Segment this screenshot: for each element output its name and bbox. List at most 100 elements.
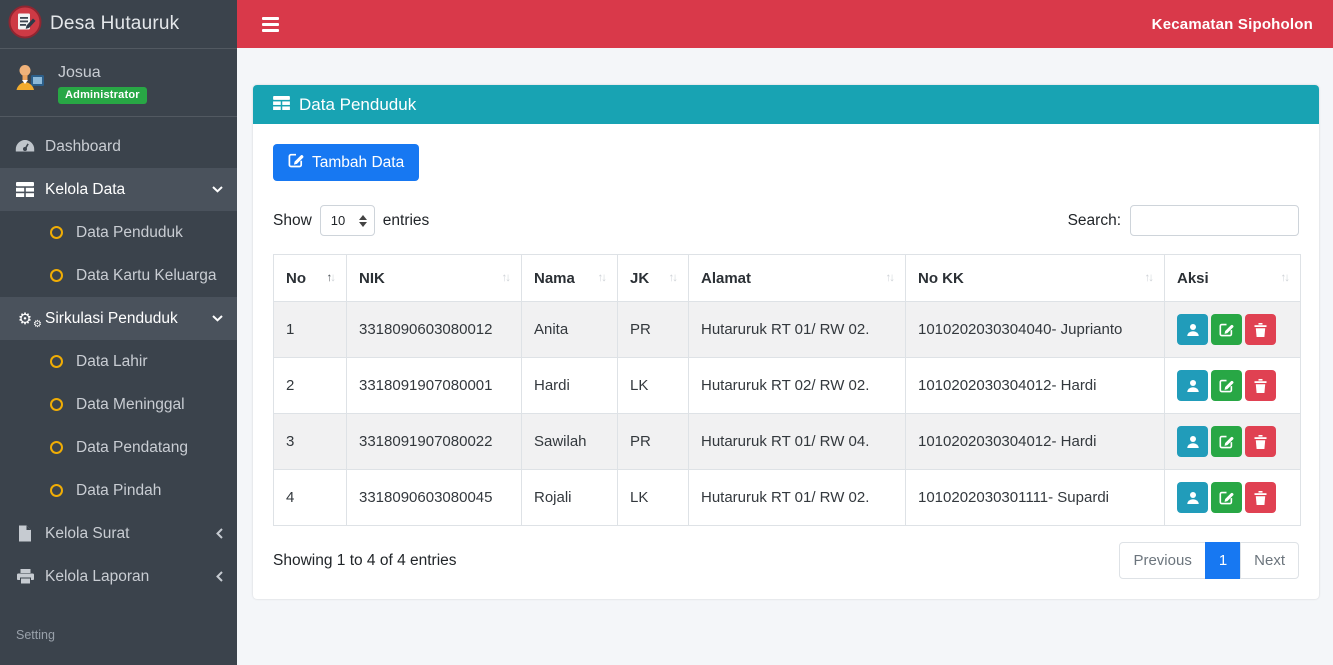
sort-icon: ↑↓	[501, 272, 511, 284]
page-length-select[interactable]: 10	[319, 205, 375, 236]
trash-icon	[1254, 378, 1267, 393]
sidebar-item-label: Sirkulasi Penduduk	[45, 309, 178, 327]
circle-icon	[45, 398, 67, 411]
select-stepper-icon	[358, 214, 367, 227]
circle-icon	[45, 441, 67, 454]
edit-button[interactable]	[1211, 425, 1242, 457]
column-header-alamat[interactable]: Alamat ↑↓	[688, 254, 906, 302]
cell-nama: Sawilah	[521, 413, 618, 470]
cell-jk: PR	[617, 301, 689, 358]
cell-nama: Hardi	[521, 357, 618, 414]
cell-nama: Anita	[521, 301, 618, 358]
cell-no: 1	[273, 301, 347, 358]
card-title: Data Penduduk	[299, 94, 417, 114]
edit-button[interactable]	[1211, 313, 1242, 345]
edit-button[interactable]	[1211, 481, 1242, 513]
sidebar-section-setting: Setting	[16, 628, 55, 642]
column-header-aksi[interactable]: Aksi ↑↓	[1164, 254, 1301, 302]
top-navbar: Kecamatan Sipoholon	[237, 0, 1333, 48]
add-data-button-label: Tambah Data	[312, 153, 405, 171]
pagination-next[interactable]: Next	[1240, 542, 1299, 579]
pagination-page-1[interactable]: 1	[1204, 542, 1242, 579]
pencil-square-icon	[1219, 435, 1234, 449]
sort-icon: ↑↓	[1280, 272, 1290, 284]
edit-button[interactable]	[1211, 369, 1242, 401]
sidebar-item-data-penduduk[interactable]: Data Penduduk	[0, 211, 237, 254]
cell-nama: Rojali	[521, 469, 618, 526]
cell-no_kk: 1010202030304040- Juprianto	[905, 301, 1165, 358]
search-input[interactable]	[1130, 205, 1299, 236]
view-detail-button[interactable]	[1177, 426, 1208, 458]
chevron-down-icon	[212, 315, 223, 322]
sidebar-item-data-pindah[interactable]: Data Pindah	[0, 469, 237, 512]
brand[interactable]: Desa Hutauruk	[0, 0, 237, 49]
sidebar-item-data-lahir[interactable]: Data Lahir	[0, 340, 237, 383]
sidebar-item-kelola-laporan[interactable]: Kelola Laporan	[0, 555, 237, 598]
brand-title: Desa Hutauruk	[50, 13, 180, 34]
cell-no: 4	[273, 469, 347, 526]
cell-nik: 3318091907080001	[346, 357, 522, 414]
cell-alamat: Hutaruruk RT 02/ RW 02.	[688, 357, 906, 414]
table-icon	[14, 182, 36, 197]
column-header-nama[interactable]: Nama ↑↓	[521, 254, 618, 302]
pagination-previous[interactable]: Previous	[1119, 542, 1206, 579]
penduduk-table: No ↑↓ NIK ↑↓ Nama ↑↓ JK ↑↓ Alamat ↑↓ No KK ↑↓ …	[273, 254, 1301, 526]
column-header-jk[interactable]: JK ↑↓	[617, 254, 689, 302]
sidebar-item-sirkulasi-penduduk[interactable]: ⚙ ⚙ Sirkulasi Penduduk	[0, 297, 237, 340]
sort-icon: ↑↓	[668, 272, 678, 284]
card-header: Data Penduduk	[253, 85, 1319, 124]
table-icon	[273, 95, 290, 115]
sidebar-item-label: Dashboard	[45, 137, 121, 155]
sidebar-item-label: Kelola Data	[45, 180, 126, 198]
sidebar-item-label: Kelola Laporan	[45, 567, 150, 585]
sidebar-item-label: Data Pendatang	[76, 438, 189, 456]
sidebar-item-dashboard[interactable]: Dashboard	[0, 125, 237, 168]
column-header-nik[interactable]: NIK ↑↓	[346, 254, 522, 302]
menu-toggle-icon[interactable]	[262, 14, 279, 35]
sidebar-item-label: Data Penduduk	[76, 223, 183, 241]
cell-no: 2	[273, 357, 347, 414]
data-penduduk-card: Data Penduduk Tambah Data Show 10	[253, 85, 1319, 599]
sidebar-item-data-kartu-keluarga[interactable]: Data Kartu Keluarga	[0, 254, 237, 297]
sidebar: Desa Hutauruk Josua Administrator	[0, 0, 237, 665]
sidebar-item-data-pendatang[interactable]: Data Pendatang	[0, 426, 237, 469]
column-header-no[interactable]: No ↑↓	[273, 254, 347, 302]
user-name: Josua	[58, 64, 101, 81]
sidebar-item-kelola-surat[interactable]: Kelola Surat	[0, 512, 237, 555]
table-row: 2 3318091907080001 Hardi LK Hutaruruk RT 02/…	[273, 357, 1301, 414]
trash-icon	[1254, 490, 1267, 505]
delete-button[interactable]	[1245, 314, 1276, 346]
chevron-down-icon	[212, 186, 223, 193]
person-icon	[1186, 379, 1199, 392]
sidebar-item-kelola-data[interactable]: Kelola Data	[0, 168, 237, 211]
cell-alamat: Hutaruruk RT 01/ RW 02.	[688, 469, 906, 526]
delete-button[interactable]	[1245, 482, 1276, 514]
cell-no_kk: 1010202030301111- Supardi	[905, 469, 1165, 526]
add-data-button[interactable]: Tambah Data	[273, 144, 420, 181]
delete-button[interactable]	[1245, 370, 1276, 402]
circle-icon	[45, 355, 67, 368]
sidebar-item-data-meninggal[interactable]: Data Meninggal	[0, 383, 237, 426]
pencil-square-icon	[1219, 379, 1234, 393]
entries-label: entries	[382, 211, 430, 229]
cell-aksi	[1164, 469, 1301, 526]
cell-nik: 3318091907080022	[346, 413, 522, 470]
view-detail-button[interactable]	[1177, 370, 1208, 402]
app-logo-icon	[8, 5, 42, 43]
circle-icon	[45, 269, 67, 282]
trash-icon	[1254, 434, 1267, 449]
printer-icon	[14, 569, 36, 584]
table-header-row: No ↑↓ NIK ↑↓ Nama ↑↓ JK ↑↓ Alamat ↑↓ No KK ↑↓ …	[273, 254, 1301, 302]
showing-entries-text: Showing 1 to 4 of 4 entries	[273, 551, 457, 569]
person-icon	[1186, 435, 1199, 448]
show-label: Show	[273, 211, 312, 229]
sidebar-item-label: Data Lahir	[76, 352, 148, 370]
tachometer-icon	[14, 139, 36, 154]
column-header-no-kk[interactable]: No KK ↑↓	[905, 254, 1165, 302]
delete-button[interactable]	[1245, 426, 1276, 458]
pagination: Previous 1 Next	[1119, 542, 1299, 579]
cell-jk: LK	[617, 357, 689, 414]
view-detail-button[interactable]	[1177, 314, 1208, 346]
view-detail-button[interactable]	[1177, 482, 1208, 514]
file-icon	[14, 525, 36, 542]
